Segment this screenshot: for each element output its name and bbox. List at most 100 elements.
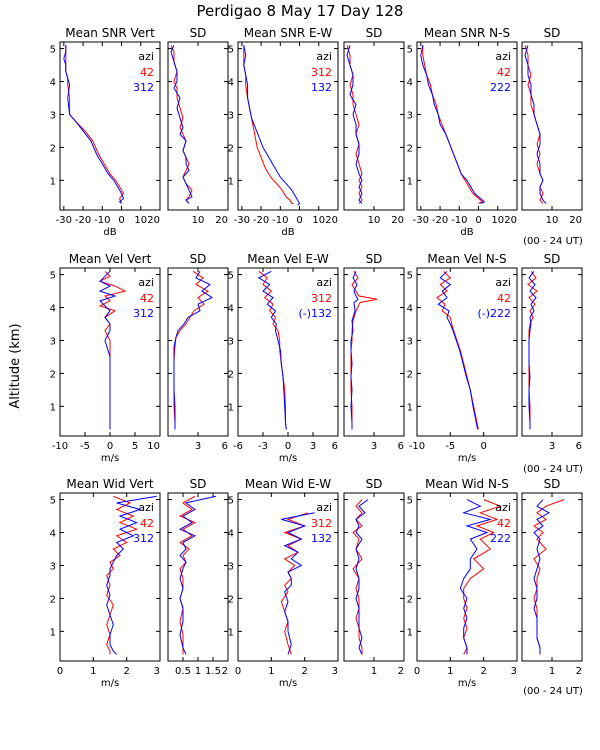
x-tick-label: 1 <box>268 666 274 677</box>
legend-entry: 42 <box>140 66 154 79</box>
panel-title: Mean SNR E-W <box>244 26 333 40</box>
x-tick-label: 0 <box>475 215 481 226</box>
panel-frame <box>59 41 161 211</box>
panel-frame <box>59 492 161 662</box>
panel-title: Mean Wid N-S <box>425 477 509 491</box>
legend-entry: 222 <box>490 532 511 545</box>
series-line-red <box>422 45 484 204</box>
y-tick-label: 3 <box>50 561 56 572</box>
x-tick-label: 1 <box>90 666 96 677</box>
x-tick-label: -10 <box>52 441 68 452</box>
series-line-blue <box>257 270 287 430</box>
legend-title: azi <box>495 276 511 289</box>
legend-entry: 312 <box>311 517 332 530</box>
y-tick-label: 2 <box>407 369 413 380</box>
y-tick-label: 1 <box>407 176 413 187</box>
y-tick-label: 5 <box>50 496 56 507</box>
panel-r2-c6: SD 3 6 <box>521 252 583 452</box>
legend-title: azi <box>316 501 332 514</box>
panel-frame <box>521 492 583 662</box>
x-tick-label: -20 <box>253 215 269 226</box>
ut-note-row-3: (00 - 24 UT) <box>523 686 583 697</box>
y-tick-label: 1 <box>407 402 413 413</box>
x-tick-label: -10 <box>272 215 288 226</box>
panel-r3-c1: Mean Wid Vert 1 2 3 4 5 0 1 2 3 m/s azi 42 312 <box>50 477 161 689</box>
x-tick-label: 3 <box>511 666 517 677</box>
panel-r1-c1: Mean SNR Vert 1 2 3 4 5 -30 -20 -10 0 10 20 dB azi 42 3… <box>50 26 161 238</box>
x-tick-label: 20 <box>504 215 517 226</box>
y-tick-label: 4 <box>228 78 234 89</box>
legend-entry: 42 <box>140 292 154 305</box>
x-axis-label: m/s <box>458 453 476 464</box>
series-line-red <box>346 45 363 204</box>
y-tick-label: 1 <box>50 176 56 187</box>
series-line-red <box>350 271 378 430</box>
x-tick-label: 10 <box>134 215 147 226</box>
panel-frame <box>343 41 405 211</box>
series-line-blue <box>524 45 547 204</box>
series-line-blue <box>178 495 217 655</box>
y-tick-label: 1 <box>228 402 234 413</box>
y-tick-label: 2 <box>407 594 413 605</box>
x-tick-label: 2 <box>576 666 582 677</box>
panel-r2-c5: Mean Vel N-S 1 2 3 4 5 -10 -5 0 m/s azi 42 (-)222 <box>407 252 518 464</box>
legend-title: azi <box>316 50 332 63</box>
legend-entry: 312 <box>311 66 332 79</box>
x-tick-label: -10 <box>451 215 467 226</box>
y-tick-label: 4 <box>407 78 413 89</box>
x-tick-label: 3 <box>371 441 377 452</box>
panel-r1-c2: SD 10 20 <box>167 26 229 226</box>
series-line-blue <box>437 270 479 430</box>
x-tick-label: 10 <box>192 215 205 226</box>
altitude-axis-label: Altitude (km) <box>8 323 23 408</box>
x-tick-label: 0 <box>57 666 63 677</box>
panel-frame <box>416 492 518 662</box>
x-tick-label: 3 <box>310 441 316 452</box>
y-tick-label: 1 <box>50 402 56 413</box>
y-tick-label: 1 <box>407 627 413 638</box>
x-tick-label: 1 <box>447 666 453 677</box>
panel-title: SD <box>190 26 207 40</box>
panel-title: SD <box>544 477 561 491</box>
series-line-red <box>65 45 125 204</box>
x-tick-label: 3 <box>549 441 555 452</box>
x-tick-label: 1 <box>371 666 377 677</box>
panel-r1-c5: Mean SNR N-S 1 2 3 4 5 -30 -20 -10 0 10 20 dB azi 42 22… <box>407 26 518 238</box>
x-tick-label: 20 <box>215 215 228 226</box>
y-tick-label: 5 <box>228 496 234 507</box>
x-tick-label: 2 <box>398 666 404 677</box>
x-tick-label: 6 <box>576 441 582 452</box>
panel-title: Mean Vel Vert <box>69 252 152 266</box>
panel-frame <box>521 267 583 437</box>
y-tick-label: 3 <box>407 336 413 347</box>
legend-title: azi <box>495 50 511 63</box>
panel-title: SD <box>366 252 383 266</box>
figure-title: Perdigao 8 May 17 Day 128 <box>197 2 404 20</box>
legend-entry: 42 <box>497 517 511 530</box>
y-tick-label: 2 <box>50 369 56 380</box>
panel-title: SD <box>190 477 207 491</box>
x-tick-label: 10 <box>491 215 504 226</box>
x-tick-label: 1 <box>195 666 201 677</box>
x-tick-label: 3 <box>154 666 160 677</box>
series-line-blue <box>281 512 315 655</box>
y-tick-label: 4 <box>228 529 234 540</box>
y-tick-label: 1 <box>50 627 56 638</box>
x-tick-label: 6 <box>398 441 404 452</box>
x-tick-label: 6 <box>222 441 228 452</box>
series-line-blue <box>173 271 214 430</box>
panel-r1-c6: SD 10 20 <box>521 26 583 226</box>
x-tick-label: 1.5 <box>205 666 221 677</box>
x-tick-label: -3 <box>258 441 268 452</box>
series-line-red <box>533 499 565 655</box>
series-line-blue <box>170 45 193 204</box>
panel-r3-c4: SD 1 2 <box>343 477 405 677</box>
legend-entry: 42 <box>140 517 154 530</box>
panel-title: SD <box>544 26 561 40</box>
x-axis-label: m/s <box>279 678 297 689</box>
panel-title: SD <box>366 26 383 40</box>
x-tick-label: 3 <box>332 666 338 677</box>
x-tick-label: 2 <box>480 666 486 677</box>
panel-r2-c3: Mean Vel E-W 1 2 3 4 5 -6 -3 0 3 6 m/s azi 312 (-)132 <box>228 252 339 464</box>
